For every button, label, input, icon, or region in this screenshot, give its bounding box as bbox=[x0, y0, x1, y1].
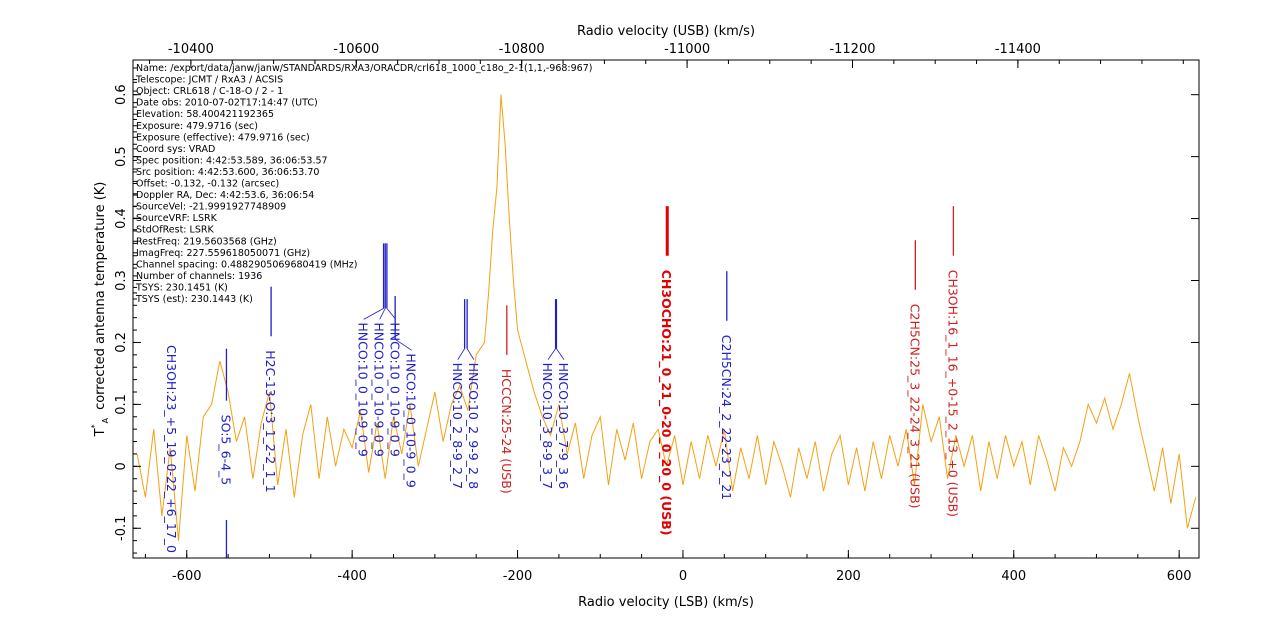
x2-tick-label: -11000 bbox=[664, 42, 710, 57]
y-tick-label: 0.3 bbox=[114, 270, 129, 291]
metadata-line: SourceVel: -21.9991927748909 bbox=[136, 202, 286, 213]
y-tick-label: 0.2 bbox=[114, 332, 129, 353]
x2-axis-label: Radio velocity (USB) (km/s) bbox=[577, 24, 755, 39]
metadata-line: TSYS: 230.1451 (K) bbox=[135, 282, 228, 293]
line-id-label: H2C-13-O:3_1_2-2_1_1 bbox=[263, 350, 278, 492]
metadata-line: Doppler RA, Dec: 4:42:53.6, 36:06:54 bbox=[136, 190, 314, 201]
line-id-label: HNCO:10_0_10-9_0_9 bbox=[356, 322, 371, 456]
x-tick-label: 0 bbox=[679, 569, 687, 584]
y-axis-symbol: T bbox=[93, 428, 108, 437]
y-tick-label: 0.5 bbox=[114, 146, 129, 167]
line-id-leader bbox=[457, 348, 465, 360]
line-id-label: SO:5_6-4_5 bbox=[218, 415, 233, 486]
x-tick-label: 600 bbox=[1167, 569, 1192, 584]
line-id-leader bbox=[466, 348, 475, 360]
line-id-label: C2H5CN:24_2_22-23_2_21 bbox=[719, 335, 734, 500]
metadata-line: Src position: 4:42:53.600, 36:06:53.70 bbox=[136, 167, 319, 178]
line-id-label: HNCO:10_0_10-9_0_9 bbox=[388, 322, 403, 456]
line-id-label: HNCO:10_0_10-9_0_9 bbox=[404, 353, 419, 487]
x2-tick-label: -11200 bbox=[829, 42, 875, 57]
x-tick-label: -400 bbox=[337, 569, 367, 584]
axes-layer: -600 -400 -200 0 200 400 600 -10400 -10600 -10800… bbox=[114, 42, 1199, 584]
metadata-block: Name: /export/data/janw/janw/STANDARDS/R… bbox=[133, 63, 592, 305]
metadata-line: StdOfRest: LSRK bbox=[136, 225, 214, 236]
y-axis-label: T*Acorrected antenna temperature (K) bbox=[90, 182, 110, 438]
metadata-line: SourceVRF: LSRK bbox=[136, 213, 218, 224]
metadata-line: Offset: -0.132, -0.132 (arcsec) bbox=[136, 179, 279, 190]
y-tick-label: 0.6 bbox=[114, 84, 129, 105]
line-id-label: HNCO:10_0_10-9_0_9 bbox=[372, 322, 387, 456]
plot-frame bbox=[132, 59, 1200, 559]
line-id-label: CH3OH:23_+5_19_0-22_+6_17_0 bbox=[164, 345, 179, 553]
line-id-label: C2H5CN:25_3_22-24_3_21 (USB) bbox=[907, 304, 922, 509]
metadata-line: RestFreq: 219.5603568 (GHz) bbox=[136, 236, 277, 247]
metadata-line: Elevation: 58.400421192365 bbox=[136, 109, 274, 120]
y-tick-label: 0.1 bbox=[114, 394, 129, 415]
y-axis-sub: A bbox=[101, 417, 110, 423]
x2-tick-label: -11400 bbox=[995, 42, 1041, 57]
line-id-layer: CH3OH:23_+5_19_0-22_+6_17_0 SO:5_6-4_5 H2C… bbox=[164, 206, 960, 558]
line-id-leader bbox=[363, 308, 384, 320]
line-id-label: HCCCN:25-24 (USB) bbox=[499, 369, 514, 494]
line-id-label: HNCO:10_2_8-9_2_7 bbox=[450, 363, 465, 490]
line-id-leader bbox=[547, 348, 556, 360]
x-tick-label: 400 bbox=[1001, 569, 1026, 584]
spectrum-line bbox=[136, 94, 1197, 541]
metadata-line: Name: /export/data/janw/janw/STANDARDS/R… bbox=[136, 63, 592, 74]
metadata-line: Object: CRL618 / C-18-O / 2 - 1 bbox=[136, 86, 283, 97]
metadata-line: Number of channels: 1936 bbox=[136, 271, 262, 282]
metadata-line: Channel spacing: 0.4882905069680419 (MHz… bbox=[136, 259, 358, 270]
line-id-label: HNCO:10_3_8-9_3_7 bbox=[540, 363, 555, 490]
line-id-label: CH3OCHO:21_0_21_0-20_0_20_0 (USB) bbox=[658, 270, 674, 536]
line-id-label: HNCO:10_3_7-9_3_6 bbox=[556, 363, 571, 490]
y-tick-label: -0.1 bbox=[114, 516, 129, 541]
x-tick-label: -600 bbox=[172, 569, 202, 584]
x-tick-label: -200 bbox=[503, 569, 533, 584]
x-axis-label: Radio velocity (LSB) (km/s) bbox=[578, 595, 754, 610]
x2-tick-label: -10400 bbox=[168, 42, 214, 57]
metadata-line: Telescope: JCMT / RxA3 / ACSIS bbox=[135, 75, 283, 86]
line-id-leader bbox=[386, 308, 397, 320]
svg-text:T*Acorrected antenna temperatu: T*Acorrected antenna temperature (K) bbox=[90, 182, 110, 438]
y-axis-text: corrected antenna temperature (K) bbox=[93, 182, 108, 410]
line-id-leader bbox=[379, 308, 386, 320]
y-tick-label: 0 bbox=[114, 462, 129, 470]
line-id-label: HNCO:10_2_9-9_2_8 bbox=[466, 363, 481, 490]
line-id-label: CH3OH:16_1_16_+0-15_2_13_+0 (USB) bbox=[945, 270, 960, 517]
series-layer bbox=[136, 94, 1197, 541]
line-id-leader bbox=[556, 348, 565, 360]
line-id-leader bbox=[394, 339, 412, 351]
metadata-line: TSYS (est): 230.1443 (K) bbox=[135, 294, 253, 305]
metadata-line: Coord sys: VRAD bbox=[136, 144, 215, 155]
x-tick-label: 200 bbox=[836, 569, 861, 584]
x2-tick-label: -10600 bbox=[333, 42, 379, 57]
metadata-line: Spec position: 4:42:53.589, 36:06:53.57 bbox=[136, 155, 328, 166]
y-axis-sup: * bbox=[90, 424, 99, 428]
metadata-line: ImagFreq: 227.559618050071 (GHz) bbox=[136, 248, 310, 259]
metadata-line: Exposure: 479.9716 (sec) bbox=[136, 121, 258, 132]
y-tick-label: 0.4 bbox=[114, 208, 129, 229]
metadata-line: Exposure (effective): 479.9716 (sec) bbox=[136, 132, 310, 143]
x2-tick-label: -10800 bbox=[499, 42, 545, 57]
metadata-line: Date obs: 2010-07-02T17:14:47 (UTC) bbox=[136, 98, 318, 109]
